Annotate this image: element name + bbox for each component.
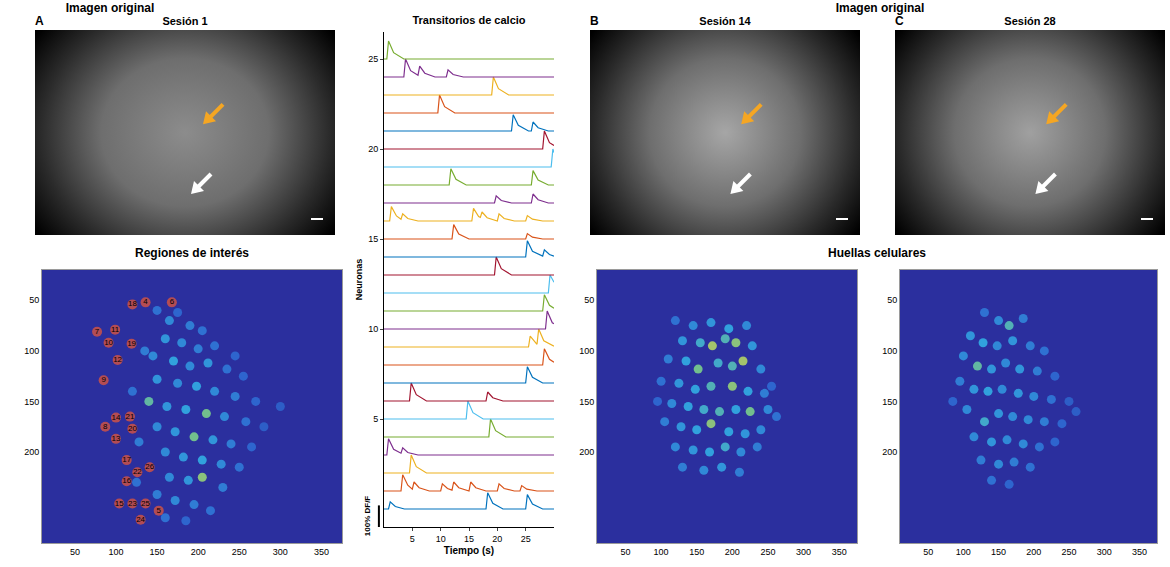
svg-text:15: 15	[464, 534, 474, 544]
svg-text:5: 5	[373, 414, 378, 424]
svg-text:15: 15	[368, 234, 378, 244]
svg-text:50: 50	[70, 547, 80, 557]
svg-text:50: 50	[584, 295, 594, 305]
svg-text:350: 350	[832, 547, 847, 557]
svg-text:350: 350	[1132, 547, 1147, 557]
svg-text:200: 200	[882, 447, 897, 457]
svg-text:250: 250	[232, 547, 247, 557]
svg-text:5: 5	[156, 506, 161, 515]
svg-text:25: 25	[141, 499, 150, 508]
svg-text:100: 100	[108, 547, 123, 557]
svg-text:10: 10	[368, 324, 378, 334]
svg-text:22: 22	[133, 467, 142, 476]
svg-text:300: 300	[1097, 547, 1112, 557]
svg-text:7: 7	[95, 327, 100, 336]
html-text:Imagen original: Imagen original	[65, 1, 155, 15]
svg-text:11: 11	[111, 325, 120, 334]
svg-text:100: 100	[956, 547, 971, 557]
svg-text:350: 350	[314, 547, 329, 557]
svg-text:23: 23	[128, 499, 137, 508]
svg-text:250: 250	[1061, 547, 1076, 557]
svg-text:21: 21	[125, 412, 134, 421]
html-text:Huellas celulares: Huellas celulares	[828, 246, 926, 260]
html-text:Regiones de interés: Regiones de interés	[135, 246, 249, 260]
svg-text:50: 50	[29, 295, 39, 305]
svg-text:200: 200	[191, 547, 206, 557]
svg-text:100: 100	[882, 346, 897, 356]
svg-text:150: 150	[882, 397, 897, 407]
svg-text:12: 12	[113, 355, 122, 364]
svg-text:24: 24	[136, 515, 145, 524]
svg-text:20: 20	[492, 534, 502, 544]
svg-text:25: 25	[368, 54, 378, 64]
svg-text:100: 100	[654, 547, 669, 557]
svg-text:4: 4	[143, 297, 148, 306]
svg-text:300: 300	[273, 547, 288, 557]
svg-text:6: 6	[170, 297, 175, 306]
svg-text:13: 13	[112, 434, 121, 443]
svg-text:5: 5	[410, 534, 415, 544]
svg-text:150: 150	[24, 397, 39, 407]
svg-text:150: 150	[689, 547, 704, 557]
svg-text:50: 50	[887, 295, 897, 305]
svg-text:50: 50	[620, 547, 630, 557]
html-text:Imagen original: Imagen original	[835, 1, 925, 15]
svg-text:150: 150	[150, 547, 165, 557]
svg-text:16: 16	[122, 476, 131, 485]
svg-text:10: 10	[104, 338, 113, 347]
html-text:C: C	[895, 14, 904, 28]
svg-text:18: 18	[128, 299, 137, 308]
svg-text:50: 50	[923, 547, 933, 557]
svg-text:20: 20	[128, 424, 137, 433]
svg-text:19: 19	[127, 339, 136, 348]
svg-text:100: 100	[579, 346, 594, 356]
svg-text:9: 9	[101, 375, 106, 384]
html-text:Sesión 14: Sesión 14	[699, 15, 751, 27]
html-text:Sesión 1: Sesión 1	[162, 15, 208, 27]
svg-text:200: 200	[579, 447, 594, 457]
svg-text:26: 26	[145, 462, 154, 471]
svg-text:100: 100	[24, 346, 39, 356]
svg-text:300: 300	[796, 547, 811, 557]
svg-text:17: 17	[122, 455, 131, 464]
html-text:Sesión 28: Sesión 28	[1004, 15, 1056, 27]
svg-text:Tiempo (s): Tiempo (s)	[444, 545, 494, 556]
html-text:Transitorios de calcio: Transitorios de calcio	[412, 14, 526, 26]
html-text:B: B	[590, 14, 599, 28]
svg-text:100% DF/F: 100% DF/F	[363, 496, 372, 537]
svg-text:15: 15	[115, 499, 124, 508]
svg-text:200: 200	[24, 447, 39, 457]
svg-text:200: 200	[725, 547, 740, 557]
svg-text:25: 25	[521, 534, 531, 544]
svg-text:200: 200	[1026, 547, 1041, 557]
svg-text:250: 250	[760, 547, 775, 557]
svg-text:8: 8	[103, 422, 108, 431]
svg-text:150: 150	[579, 397, 594, 407]
svg-text:10: 10	[436, 534, 446, 544]
html-text:A: A	[35, 14, 44, 28]
svg-text:20: 20	[368, 144, 378, 154]
svg-text:14: 14	[112, 413, 121, 422]
svg-text:150: 150	[991, 547, 1006, 557]
svg-text:Neuronas: Neuronas	[354, 259, 364, 301]
